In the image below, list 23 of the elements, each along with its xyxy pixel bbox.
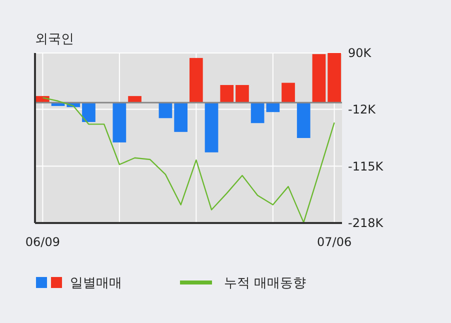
legend-label: 누적 매매동향	[224, 276, 306, 291]
y-tick-label: -115K	[348, 159, 384, 174]
bar	[236, 85, 249, 103]
bar	[328, 53, 342, 103]
bar	[312, 54, 326, 103]
bar	[112, 102, 126, 142]
x-tick-label: 07/06	[317, 235, 352, 249]
bar	[128, 96, 142, 103]
bar	[282, 82, 295, 103]
bar	[296, 102, 310, 138]
y-tick-label: -218K	[348, 216, 384, 230]
bar	[174, 102, 188, 132]
bar	[220, 85, 234, 103]
line-series	[42, 97, 335, 224]
bar	[190, 58, 203, 103]
y-tick-label: 90K	[348, 46, 372, 60]
bar	[204, 102, 218, 152]
bar	[82, 102, 96, 122]
chart-title: 외국인	[35, 32, 74, 47]
legend-label: 일별매매	[70, 276, 122, 291]
x-tick-label: 06/09	[25, 235, 60, 249]
y-tick-label: -12K	[348, 102, 377, 116]
bar	[158, 102, 172, 118]
